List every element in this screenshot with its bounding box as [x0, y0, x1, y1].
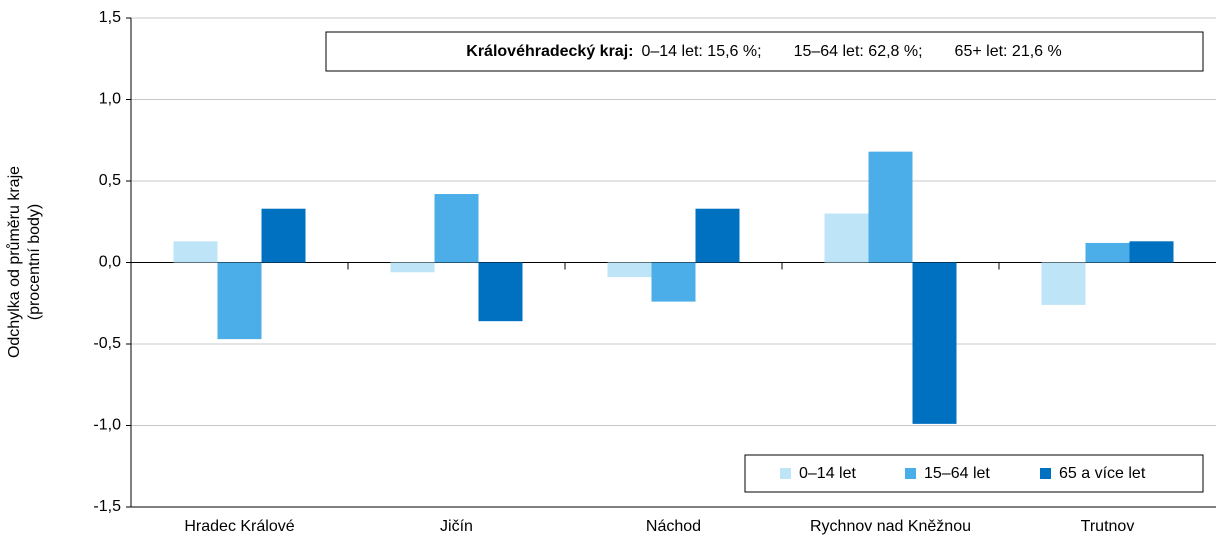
annotation-item: 0–14 let: 15,6 %;: [641, 43, 761, 60]
legend-swatch: [1040, 468, 1051, 479]
annotation-box: [325, 31, 1204, 72]
bar: [261, 208, 306, 263]
annotation-item: 15–64 let: 62,8 %;: [794, 43, 923, 60]
legend-swatch: [780, 468, 791, 479]
legend-swatch: [905, 468, 916, 479]
bar: [390, 262, 435, 273]
x-tick-label: Rychnov nad Kněžnou: [810, 518, 971, 535]
annotation-item: 65+ let: 21,6 %: [955, 43, 1062, 60]
legend-label: 65 a více let: [1059, 465, 1146, 482]
annotation: Královéhradecký kraj: 0–14 let: 15,6 %; 15…: [466, 43, 1061, 60]
x-tick-label: Hradec Králové: [184, 518, 294, 535]
x-tick-label: Náchod: [646, 518, 701, 535]
legend-label: 0–14 let: [799, 465, 856, 482]
bar: [1085, 242, 1130, 263]
bar: [651, 262, 696, 302]
bar: [695, 208, 740, 263]
y-axis-label: (procentní body): [26, 204, 43, 321]
bar: [868, 151, 913, 263]
y-axis-label: Odchylka od průměru kraje: [5, 166, 23, 358]
bar: [824, 213, 869, 263]
y-tick-label: 1,5: [99, 9, 121, 26]
x-tick-label: Jičín: [440, 518, 473, 535]
y-tick-label: 0,0: [99, 254, 121, 271]
y-tick-label: -0,5: [93, 335, 121, 352]
bar: [217, 262, 262, 340]
y-tick-label: -1,0: [93, 417, 121, 434]
y-tick-label: 1,0: [99, 91, 121, 108]
bar: [1129, 241, 1174, 263]
annotation-label: Královéhradecký kraj:: [466, 43, 633, 60]
bar: [478, 262, 523, 322]
bar: [434, 194, 479, 263]
bar: [912, 262, 957, 424]
bar: [1041, 262, 1086, 305]
y-tick-label: 0,5: [99, 172, 121, 189]
x-tick-label: Trutnov: [1081, 518, 1135, 535]
bar: [173, 241, 218, 263]
y-tick-label: -1,5: [93, 498, 121, 515]
legend-box: [744, 454, 1204, 493]
bar: [607, 262, 652, 278]
legend-label: 15–64 let: [924, 465, 990, 482]
